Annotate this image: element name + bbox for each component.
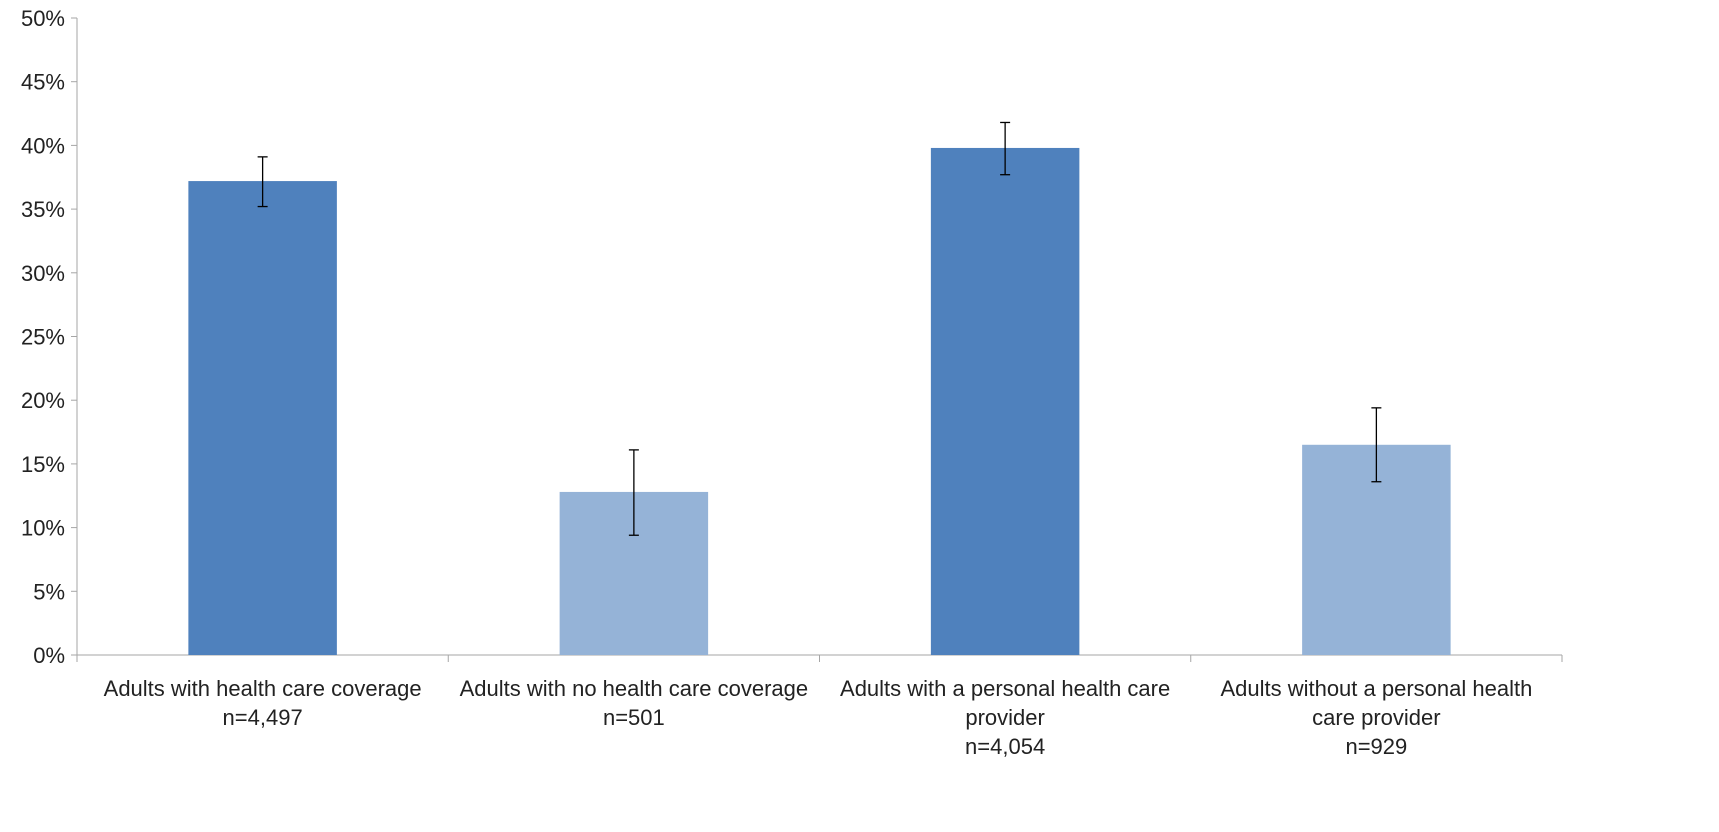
- error-bar: [1000, 121, 1011, 176]
- error-bar: [257, 156, 268, 208]
- y-axis: 0% 5% 10% 15% 20% 25% 30% 35% 40% 45% 50%: [21, 6, 78, 668]
- x-axis: [76, 654, 1563, 662]
- y-tick-label: 10%: [21, 516, 65, 541]
- bar: [930, 147, 1080, 655]
- category-label-line: n=929: [1345, 734, 1407, 759]
- category-label-line: care provider: [1312, 705, 1440, 730]
- y-tick-label: 25%: [21, 325, 65, 350]
- error-bar: [1371, 407, 1382, 483]
- category-label-line: Adults with health care coverage: [104, 676, 422, 701]
- category-label: Adults without a personal health care pro…: [1220, 676, 1532, 759]
- category-label-line: Adults with a personal health care: [840, 676, 1170, 701]
- y-tick-label: 0%: [33, 643, 65, 668]
- bar: [188, 181, 337, 655]
- category-label-line: n=4,054: [965, 734, 1045, 759]
- category-label: Adults with a personal health care provid…: [840, 676, 1170, 759]
- y-tick-label: 45%: [21, 70, 65, 95]
- category-label-line: provider: [965, 705, 1044, 730]
- category-label-line: Adults without a personal health: [1220, 676, 1532, 701]
- category-labels: Adults with health care coverage n=4,497A…: [104, 676, 1533, 759]
- category-label-line: Adults with no health care coverage: [460, 676, 809, 701]
- error-bar: [628, 449, 639, 536]
- bars: [188, 147, 1451, 655]
- category-label-line: n=4,497: [223, 705, 303, 730]
- y-tick-label: 15%: [21, 452, 65, 477]
- y-tick-label: 30%: [21, 261, 65, 286]
- category-label: Adults with no health care coverage n=501: [460, 676, 809, 730]
- y-tick-label: 35%: [21, 197, 65, 222]
- category-label-line: n=501: [603, 705, 665, 730]
- y-tick-label: 40%: [21, 133, 65, 158]
- category-label: Adults with health care coverage n=4,497: [104, 676, 422, 730]
- y-tick-label: 50%: [21, 6, 65, 31]
- error-bars: [257, 121, 1382, 536]
- y-tick-label: 20%: [21, 388, 65, 413]
- y-tick-label: 5%: [33, 579, 65, 604]
